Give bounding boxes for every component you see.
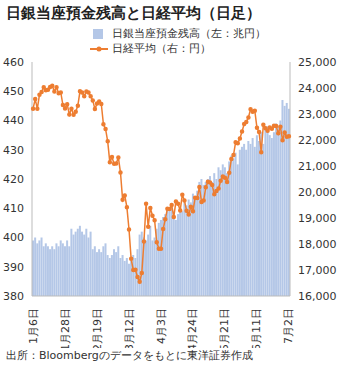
svg-text:7月2日: 7月2日 [282, 308, 295, 344]
svg-text:1月6日: 1月6日 [27, 308, 40, 344]
svg-text:22,000: 22,000 [298, 134, 337, 147]
svg-text:3月12日: 3月12日 [123, 308, 136, 348]
svg-text:24,000: 24,000 [298, 82, 337, 95]
html-text:日銀当座預金残高と日経平均（日足）: 日銀当座預金残高と日経平均（日足） [6, 4, 261, 22]
svg-text:21,000: 21,000 [298, 160, 337, 173]
svg-text:440: 440 [3, 114, 24, 127]
svg-text:5月21日: 5月21日 [218, 308, 231, 348]
svg-text:380: 380 [3, 290, 24, 303]
svg-text:16,000: 16,000 [298, 290, 337, 303]
svg-text:460: 460 [3, 56, 24, 69]
svg-text:25,000: 25,000 [298, 56, 337, 69]
svg-text:420: 420 [3, 173, 24, 186]
svg-text:6月11日: 6月11日 [250, 308, 263, 348]
svg-text:450: 450 [3, 85, 24, 98]
svg-text:4月3日: 4月3日 [155, 308, 168, 344]
svg-text:18,000: 18,000 [298, 238, 337, 251]
svg-text:410: 410 [3, 202, 24, 215]
svg-text:390: 390 [3, 261, 24, 274]
svg-text:430: 430 [3, 144, 24, 157]
svg-text:17,000: 17,000 [298, 264, 337, 277]
html-text:日経平均（右：円）: 日経平均（右：円） [112, 42, 211, 55]
svg-text:400: 400 [3, 231, 24, 244]
svg-text:4月24日: 4月24日 [186, 308, 199, 348]
svg-text:20,000: 20,000 [298, 186, 337, 199]
html-text:出所：Bloombergのデータをもとに東洋証券作成: 出所：Bloombergのデータをもとに東洋証券作成 [6, 349, 253, 362]
svg-text:19,000: 19,000 [298, 212, 337, 225]
svg-text:2月19日: 2月19日 [91, 308, 104, 348]
svg-text:1月28日: 1月28日 [59, 308, 72, 348]
html-text:日銀当座預金残高（左：兆円）: 日銀当座預金残高（左：兆円） [112, 27, 266, 40]
svg-text:23,000: 23,000 [298, 108, 337, 121]
